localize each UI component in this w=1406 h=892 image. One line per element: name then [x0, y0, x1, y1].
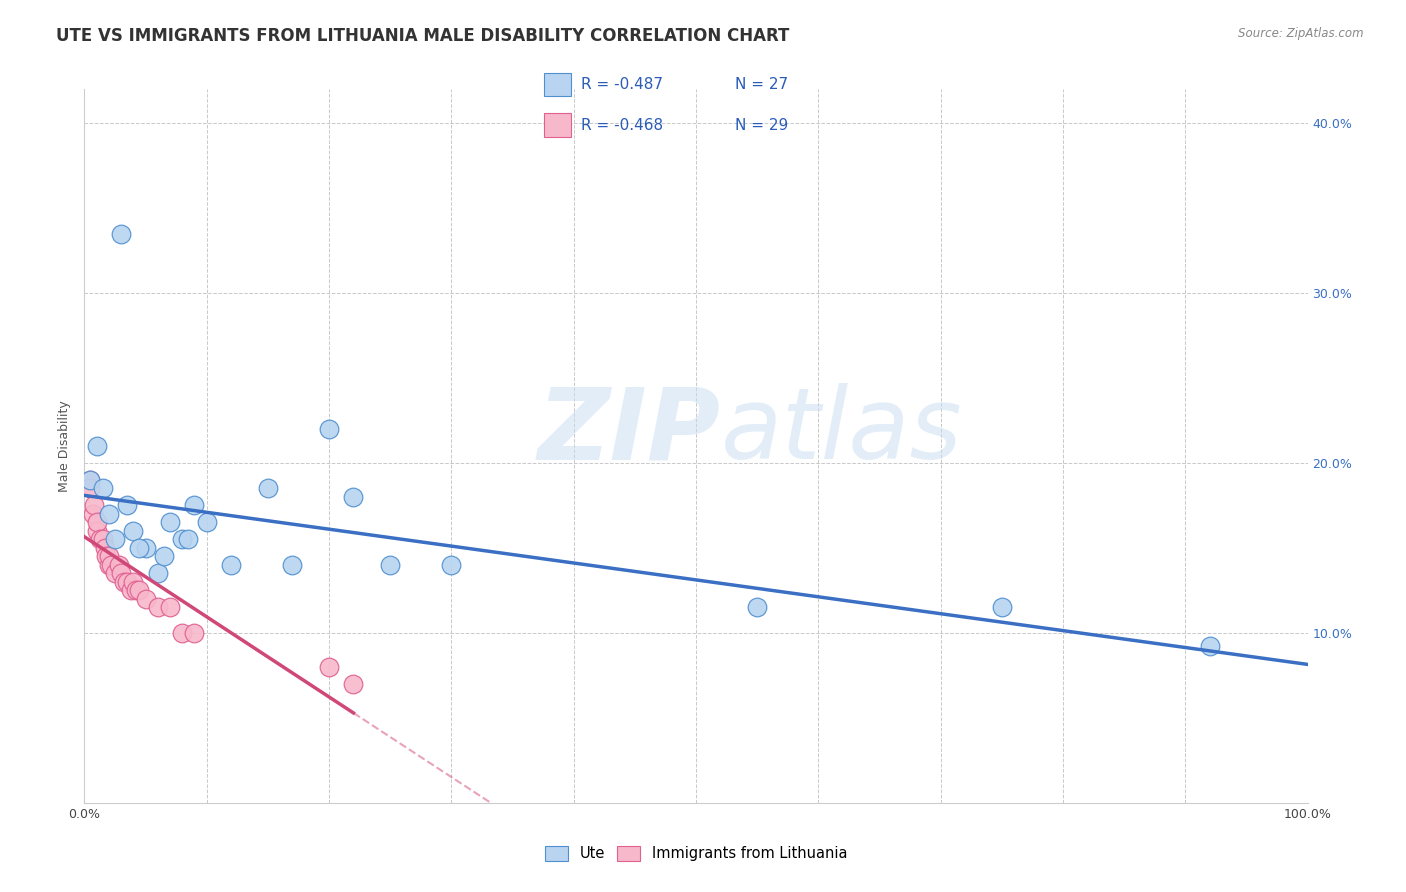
Point: [79, 473, 101, 487]
Point: [135, 591, 157, 606]
Point: [146, 566, 169, 581]
Point: [146, 600, 169, 615]
Point: [380, 558, 402, 572]
Point: [128, 541, 150, 555]
Point: [115, 574, 138, 589]
Point: [257, 482, 280, 496]
Text: atlas: atlas: [720, 384, 962, 480]
Point: [86, 524, 108, 538]
Point: [120, 583, 142, 598]
Point: [183, 626, 205, 640]
Text: N = 27: N = 27: [735, 77, 789, 92]
Point: [112, 574, 135, 589]
Point: [79, 482, 101, 496]
Text: Source: ZipAtlas.com: Source: ZipAtlas.com: [1239, 27, 1364, 40]
Point: [219, 558, 242, 572]
Point: [342, 677, 364, 691]
Point: [79, 473, 101, 487]
Text: ZIP: ZIP: [537, 384, 720, 480]
Point: [125, 583, 148, 598]
Point: [195, 516, 218, 530]
Point: [83, 499, 105, 513]
Point: [991, 600, 1014, 615]
Point: [110, 566, 132, 581]
Point: [747, 600, 769, 615]
Point: [183, 499, 205, 513]
FancyBboxPatch shape: [544, 113, 571, 137]
Text: N = 29: N = 29: [735, 118, 789, 133]
Point: [89, 533, 111, 547]
Legend: Ute, Immigrants from Lithuania: Ute, Immigrants from Lithuania: [538, 839, 853, 867]
FancyBboxPatch shape: [544, 72, 571, 96]
Point: [1198, 640, 1220, 654]
Y-axis label: Male Disability: Male Disability: [58, 401, 72, 491]
Text: R = -0.487: R = -0.487: [581, 77, 662, 92]
Point: [97, 549, 120, 564]
Point: [122, 574, 145, 589]
Point: [115, 499, 138, 513]
Point: [172, 533, 194, 547]
Point: [135, 541, 157, 555]
Point: [128, 583, 150, 598]
Point: [104, 533, 127, 547]
Point: [122, 524, 145, 538]
Point: [159, 516, 181, 530]
Point: [153, 549, 176, 564]
Point: [97, 558, 120, 572]
Point: [110, 227, 132, 241]
Point: [440, 558, 463, 572]
Point: [172, 626, 194, 640]
Text: UTE VS IMMIGRANTS FROM LITHUANIA MALE DISABILITY CORRELATION CHART: UTE VS IMMIGRANTS FROM LITHUANIA MALE DI…: [56, 27, 790, 45]
Point: [104, 566, 127, 581]
Point: [86, 439, 108, 453]
Point: [318, 422, 340, 436]
Point: [342, 490, 364, 504]
Point: [100, 558, 122, 572]
Point: [318, 660, 340, 674]
Point: [159, 600, 181, 615]
Point: [86, 516, 108, 530]
Point: [281, 558, 304, 572]
Point: [82, 507, 104, 521]
Text: R = -0.468: R = -0.468: [581, 118, 662, 133]
Point: [107, 558, 129, 572]
Point: [94, 541, 117, 555]
Point: [96, 549, 118, 564]
Point: [91, 482, 114, 496]
Point: [177, 533, 200, 547]
Point: [97, 507, 120, 521]
Point: [91, 533, 114, 547]
